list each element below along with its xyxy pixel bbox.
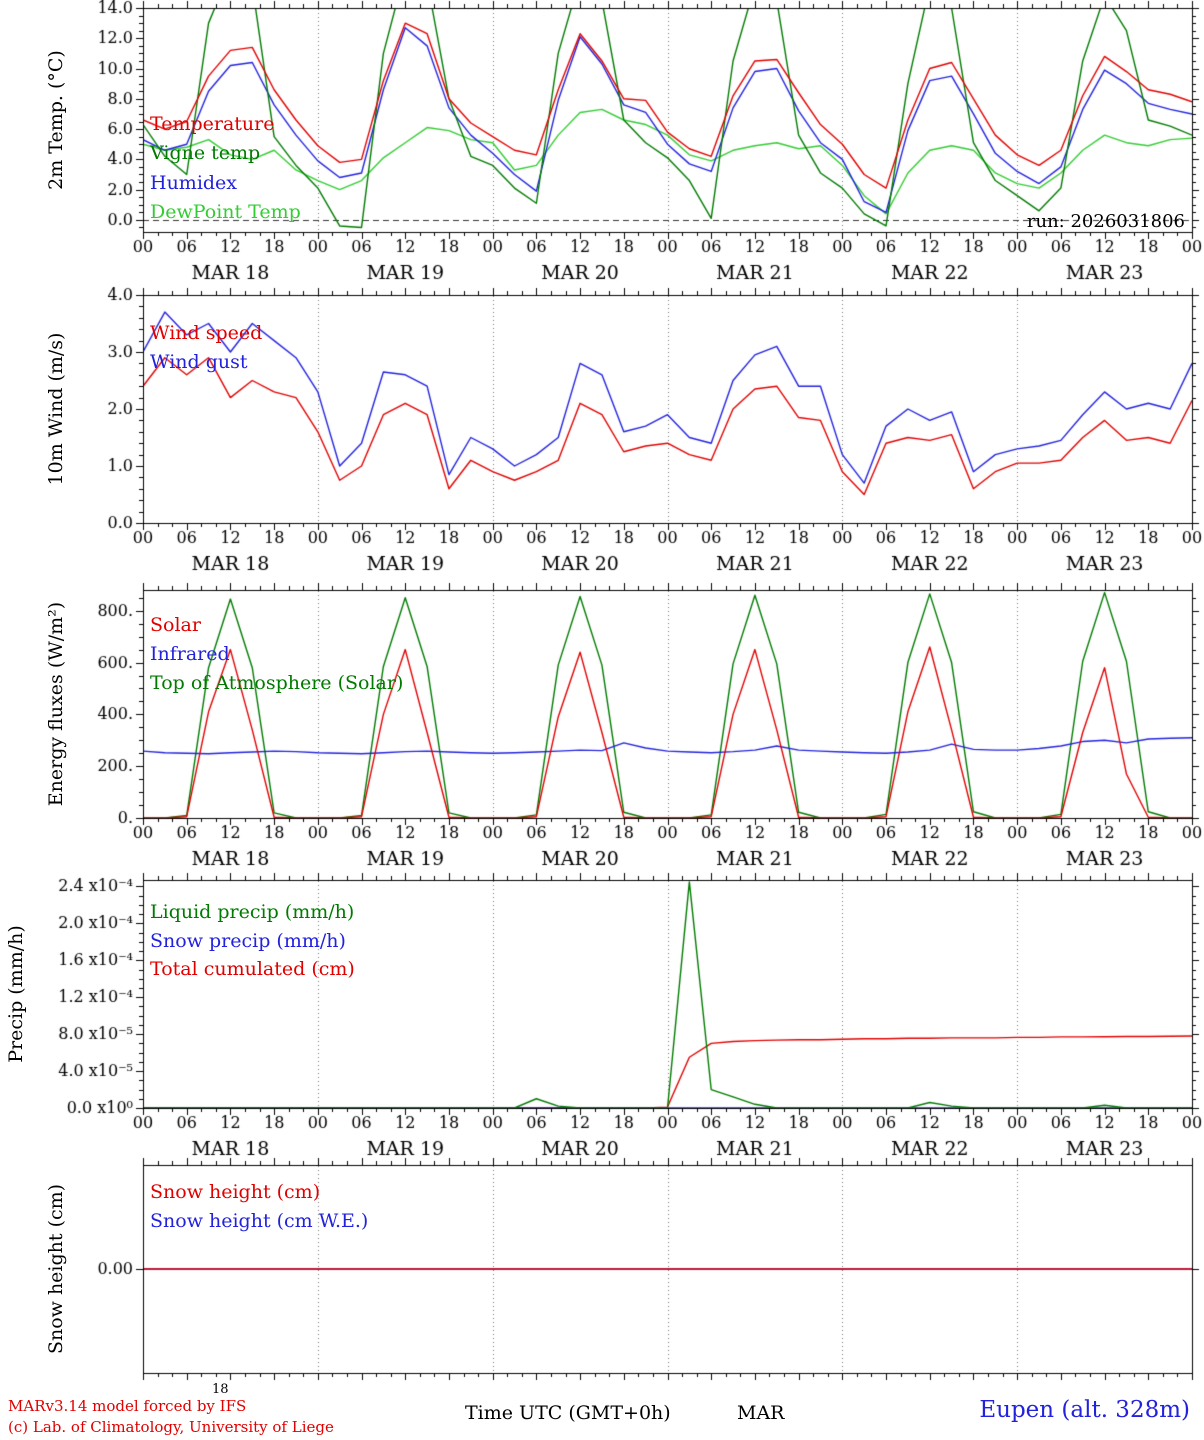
time-axis-caption: Time UTC (GMT+0h) (465, 1402, 671, 1424)
legend-wind-speed: Wind speed (150, 322, 263, 344)
legend-solar: Solar (150, 614, 201, 636)
legend-toa-solar: Top of Atmosphere (Solar) (150, 672, 404, 694)
legend-wind-gust: Wind gust (150, 351, 248, 373)
legend-humidex: Humidex (150, 172, 238, 194)
temp-axis-label: 2m Temp. (°C) (45, 50, 67, 190)
stray-day-number: 18 (212, 1382, 229, 1397)
legend-snow-height-we: Snow height (cm W.E.) (150, 1210, 369, 1232)
legend-snow-precip: Snow precip (mm/h) (150, 930, 346, 952)
model-credit-line-1: MARv3.14 model forced by IFS (8, 1397, 247, 1415)
legend-snow-height: Snow height (cm) (150, 1181, 321, 1203)
run-label: run: 2026031806 (1026, 211, 1185, 232)
precip-axis-label: Precip (mm/h) (5, 925, 27, 1063)
legend-liquid-precip: Liquid precip (mm/h) (150, 901, 355, 923)
model-credit-line-2: (c) Lab. of Climatology, University of L… (8, 1418, 334, 1436)
legend-vigne-temp: Vigne temp (150, 142, 261, 164)
wind-axis-label: 10m Wind (m/s) (45, 332, 67, 486)
legend-infrared: Infrared (150, 643, 230, 665)
month-caption: MAR (737, 1402, 785, 1424)
station-caption: Eupen (alt. 328m) (979, 1397, 1190, 1423)
snow-axis-label: Snow height (cm) (45, 1183, 67, 1355)
legend-dewpoint-temp: DewPoint Temp (150, 201, 301, 223)
legend-temperature: Temperature (150, 113, 275, 135)
legend-total-cumulated: Total cumulated (cm) (150, 958, 355, 980)
energy-axis-label: Energy fluxes (W/m²) (45, 601, 67, 807)
